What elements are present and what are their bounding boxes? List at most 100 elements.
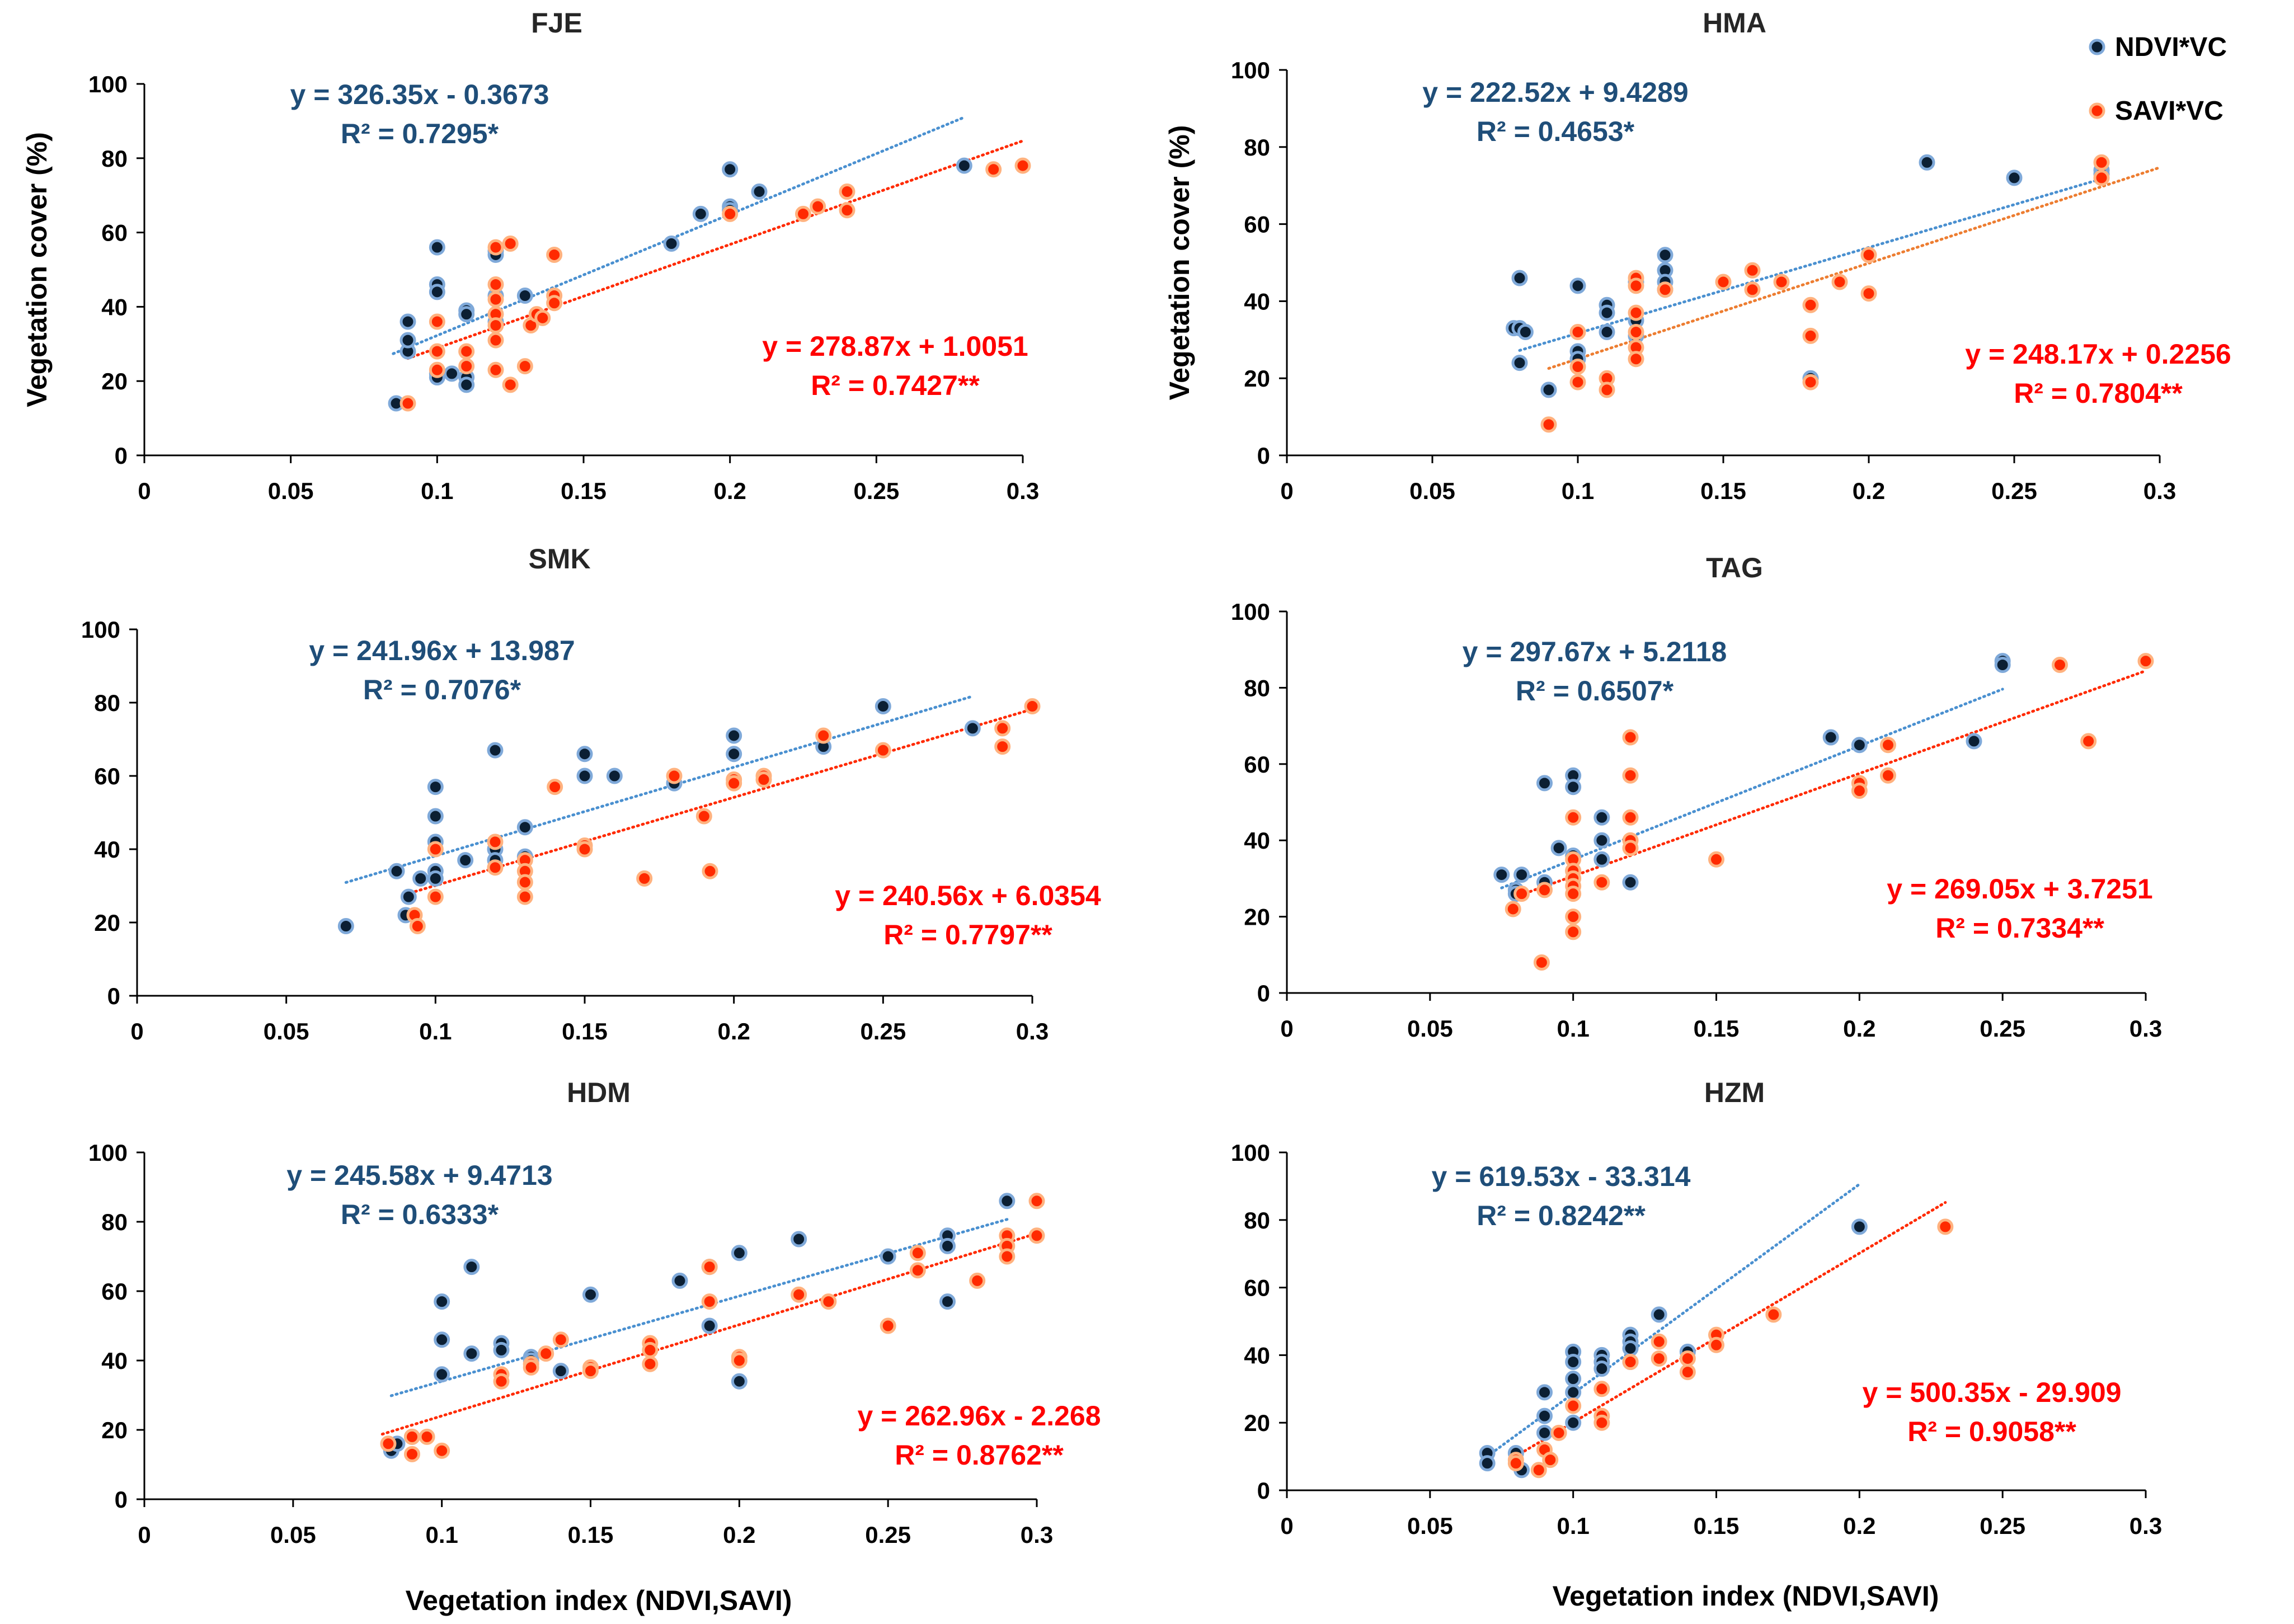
y-tick-label: 40 [1244,1342,1270,1368]
y-tick-label: 20 [101,1417,128,1443]
data-point-ndvi [337,918,354,935]
equation-ndvi: y = 619.53x - 33.314 [1432,1161,1691,1192]
y-tick-label: 60 [101,1278,128,1305]
data-point-savi [1802,374,1819,390]
data-point-ndvi [576,768,593,784]
r2-ndvi: R² = 0.8242** [1477,1200,1646,1231]
data-point-savi [994,720,1011,737]
x-tick-label: 0.15 [1694,1015,1740,1042]
y-tick-label: 100 [88,71,128,97]
data-point-ndvi [1513,867,1530,883]
data-point-ndvi [429,284,445,300]
data-point-savi [994,738,1011,755]
x-tick-label: 0.05 [268,478,314,504]
data-point-ndvi [458,306,475,323]
data-point-savi [1622,729,1639,746]
r2-ndvi: R² = 0.6507* [1516,675,1674,707]
data-point-savi [458,343,475,360]
y-tick-label: 0 [107,983,120,1009]
data-point-savi [487,859,504,876]
y-tick-label: 0 [1257,443,1270,469]
equation-savi: y = 269.05x + 3.7251 [1887,873,2152,905]
x-tick-label: 0.2 [1843,1015,1875,1042]
x-tick-label: 0.2 [723,1522,755,1548]
equation-savi: y = 240.56x + 6.0354 [835,880,1101,911]
data-point-savi [969,1272,986,1289]
data-point-savi [1651,1333,1667,1350]
data-point-ndvi [516,287,533,304]
figure-x-axis-label: Vegetation index (NDVI,SAVI) [406,1585,792,1616]
data-point-savi [642,1341,659,1358]
r2-savi: R² = 0.7427** [811,370,980,401]
data-point-savi [487,276,504,293]
data-point-savi [1802,327,1819,344]
data-point-ndvi [427,779,444,795]
r2-ndvi: R² = 0.7076* [363,674,521,705]
x-tick-label: 0.25 [853,478,899,504]
data-point-savi [1880,737,1896,754]
data-point-savi [546,246,563,263]
data-point-ndvi [1565,1371,1582,1387]
data-point-savi [1860,285,1877,302]
x-tick-label: 0.2 [1843,1513,1875,1539]
r2-savi: R² = 0.8762** [895,1439,1064,1471]
equation-savi: y = 500.35x - 29.909 [1863,1377,2122,1408]
y-tick-label: 0 [1257,1477,1270,1504]
data-point-savi [516,874,533,891]
y-tick-label: 100 [1231,599,1270,625]
y-tick-label: 100 [81,616,120,643]
data-point-savi [701,1293,718,1310]
y-tick-label: 40 [1244,288,1270,314]
data-point-savi [1593,1414,1610,1431]
data-point-savi [576,841,593,858]
data-point-ndvi [1511,270,1528,286]
data-point-ndvi [1966,733,1982,750]
data-point-ndvi [1599,324,1615,341]
data-point-savi [2093,154,2110,171]
y-tick-label: 60 [1244,211,1270,238]
data-point-savi [516,888,533,905]
data-point-savi [1540,416,1557,433]
x-tick-label: 0.1 [419,1018,452,1044]
data-point-savi [702,863,718,879]
data-point-savi [404,1428,420,1445]
data-point-ndvi [939,1293,956,1310]
r2-ndvi: R² = 0.4653* [1477,116,1635,147]
trendline-ndvi [1500,688,2004,889]
trendline-savi [404,708,1034,896]
data-point-savi [429,313,445,330]
x-tick-label: 0.05 [1407,1015,1453,1042]
data-point-savi [726,775,742,792]
x-tick-label: 0 [130,1018,143,1044]
data-point-savi [2093,170,2110,186]
data-point-savi [1565,809,1582,826]
data-point-savi [1599,382,1615,398]
y-tick-label: 80 [101,1209,128,1235]
data-point-savi [1651,1350,1667,1367]
equation-savi: y = 278.87x + 1.0051 [762,331,1028,362]
x-tick-label: 0.1 [1557,1513,1589,1539]
chart-title: HZM [1704,1077,1765,1108]
data-point-ndvi [1657,247,1674,263]
data-point-ndvi [399,313,416,330]
x-tick-label: 0.1 [1562,478,1594,504]
y-tick-label: 20 [1244,1410,1270,1436]
data-point-savi [1565,886,1582,902]
equation-savi: y = 248.17x + 0.2256 [1965,338,2231,370]
panel-fje: FJE 0 20 40 60 80 100 0 0.05 0.1 0.15 0.2 0.25 0.3 Veg… [21,7,1039,504]
x-tick-label: 0 [1280,1513,1293,1539]
data-point-ndvi [1593,1361,1610,1377]
data-point-savi [999,1248,1016,1265]
data-point-savi [731,1352,748,1369]
data-point-ndvi [493,1341,510,1358]
data-point-ndvi [463,1259,480,1275]
data-point-ndvi [388,863,405,879]
data-point-ndvi [1565,1353,1582,1370]
data-point-savi [1569,374,1586,390]
data-point-savi [636,870,653,887]
r2-savi: R² = 0.9058** [1907,1416,2076,1447]
trendline-ndvi [389,1218,1009,1397]
y-tick-label: 0 [115,443,128,469]
r2-savi: R² = 0.7804** [2014,378,2183,409]
data-point-savi [1937,1218,1954,1235]
